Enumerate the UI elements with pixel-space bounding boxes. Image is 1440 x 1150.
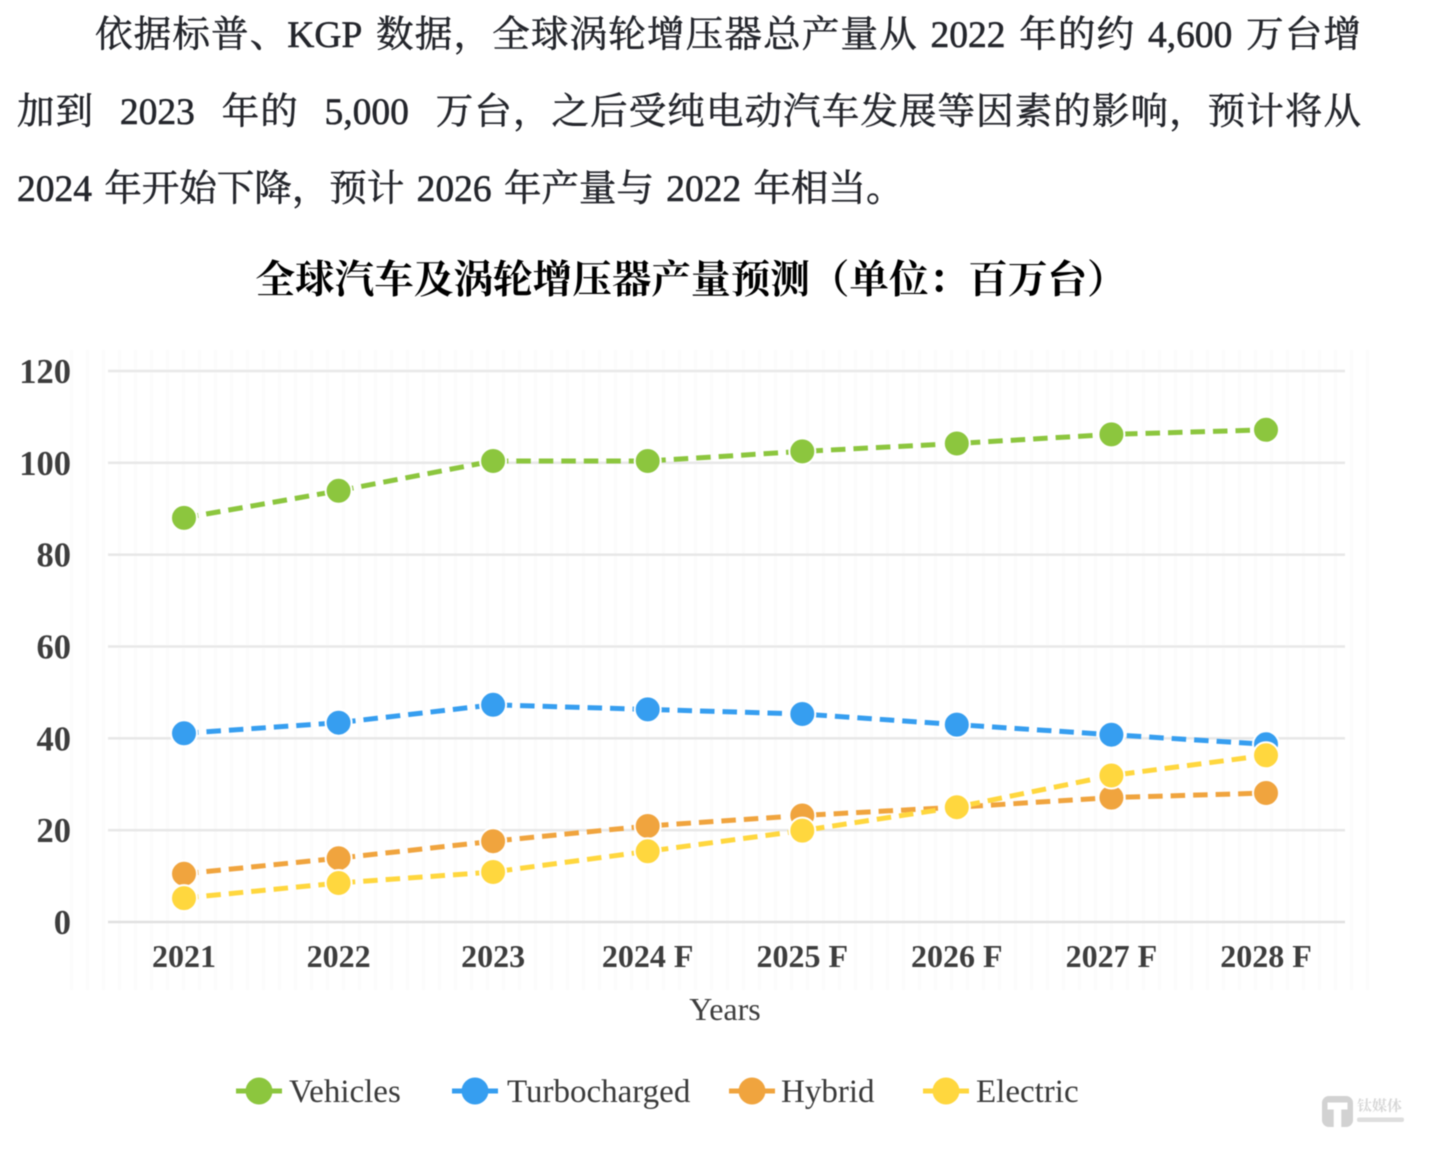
svg-text:20: 20 bbox=[37, 812, 72, 850]
svg-text:120: 120 bbox=[19, 353, 71, 391]
svg-text:2021: 2021 bbox=[152, 938, 216, 974]
svg-text:40: 40 bbox=[37, 720, 72, 758]
svg-text:0: 0 bbox=[54, 904, 71, 942]
svg-text:80: 80 bbox=[37, 537, 72, 575]
svg-text:Turbocharged: Turbocharged bbox=[507, 1074, 691, 1110]
svg-text:Years: Years bbox=[689, 991, 760, 1027]
svg-text:2027 F: 2027 F bbox=[1066, 938, 1158, 974]
svg-text:100: 100 bbox=[19, 445, 71, 483]
svg-text:2028 F: 2028 F bbox=[1220, 938, 1312, 974]
svg-text:2022: 2022 bbox=[307, 938, 371, 974]
svg-text:2025 F: 2025 F bbox=[757, 938, 849, 974]
svg-text:Electric: Electric bbox=[976, 1074, 1079, 1110]
svg-text:Hybrid: Hybrid bbox=[781, 1074, 875, 1110]
svg-text:Vehicles: Vehicles bbox=[289, 1074, 401, 1110]
svg-text:2024 F: 2024 F bbox=[602, 938, 694, 974]
svg-text:60: 60 bbox=[37, 629, 72, 667]
svg-text:2023: 2023 bbox=[461, 938, 525, 974]
svg-text:2026 F: 2026 F bbox=[911, 938, 1003, 974]
